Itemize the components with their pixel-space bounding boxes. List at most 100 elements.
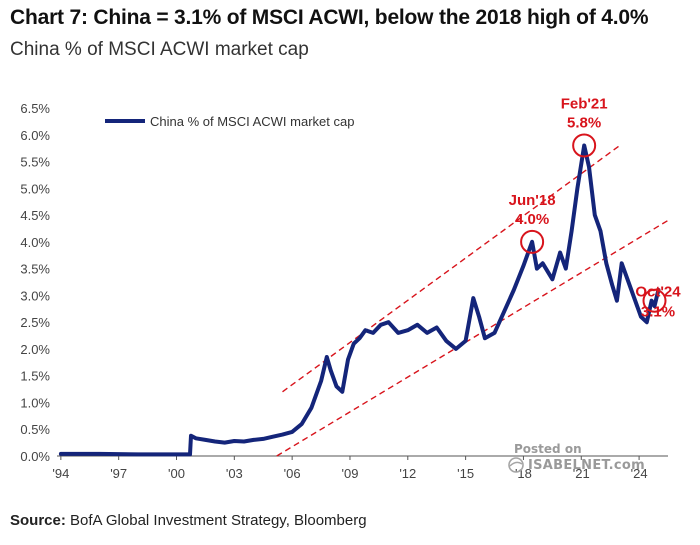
- data-point: [194, 436, 198, 440]
- data-point: [502, 309, 506, 314]
- data-point: [483, 336, 487, 340]
- chart-subtitle: China % of MSCI ACWI market cap: [10, 39, 309, 60]
- data-point: [570, 229, 574, 233]
- annotation-value: 5.8%: [567, 114, 601, 131]
- data-point: [329, 368, 333, 372]
- data-point: [615, 299, 619, 303]
- x-tick-label: '03: [226, 466, 243, 481]
- data-point: [203, 438, 208, 442]
- x-tick-label: '12: [399, 466, 416, 481]
- data-point: [575, 186, 580, 190]
- y-tick-label: 6.0%: [20, 128, 50, 143]
- data-point: [645, 320, 649, 324]
- data-point: [454, 347, 458, 351]
- data-point: [363, 328, 367, 332]
- data-point: [261, 437, 265, 441]
- data-point: [541, 261, 545, 265]
- data-point: [189, 434, 193, 438]
- data-point: [290, 430, 294, 434]
- data-point: [625, 277, 630, 281]
- data-point: [271, 435, 275, 439]
- y-tick-label: 2.0%: [20, 342, 50, 357]
- data-point: [620, 261, 624, 265]
- x-tick-label: '21: [573, 466, 590, 481]
- annotation-value: 3.1%: [641, 304, 675, 321]
- data-point: [340, 390, 344, 394]
- source-label: Source:: [10, 512, 66, 529]
- annotation-circle: [520, 229, 545, 254]
- y-tick-label: 5.5%: [20, 155, 50, 170]
- trend-channel-upper: [282, 144, 621, 393]
- data-point: [188, 452, 192, 456]
- data-point: [325, 355, 329, 359]
- y-tick-label: 1.0%: [20, 395, 50, 410]
- data-point: [334, 384, 339, 388]
- annotation-date: Feb'21: [561, 95, 608, 112]
- data-point: [535, 267, 539, 271]
- data-point: [564, 267, 568, 271]
- source-text: BofA Global Investment Strategy, Bloombe…: [65, 512, 367, 529]
- data-point: [435, 325, 439, 330]
- data-point: [232, 439, 236, 443]
- x-tick-label: '06: [284, 466, 301, 481]
- data-point: [593, 213, 597, 217]
- data-point: [223, 441, 227, 445]
- data-point: [242, 439, 246, 444]
- x-tick-label: '00: [168, 466, 185, 481]
- data-point: [652, 304, 657, 308]
- data-point: [97, 452, 102, 456]
- data-point: [444, 339, 448, 343]
- data-point: [280, 432, 285, 437]
- data-point: [396, 331, 400, 335]
- watermark-posted-on: Posted on: [514, 442, 582, 456]
- data-point: [471, 296, 475, 300]
- data-point: [550, 277, 554, 281]
- data-point: [650, 299, 654, 303]
- data-point: [346, 358, 350, 362]
- legend-label: China % of MSCI ACWI market cap: [150, 114, 354, 129]
- x-tick-label: '97: [110, 466, 127, 481]
- data-point: [213, 439, 217, 444]
- data-point: [425, 331, 429, 335]
- annotation-circle: [642, 288, 667, 313]
- data-point: [492, 331, 497, 335]
- data-point: [309, 406, 314, 410]
- data-point: [358, 336, 362, 340]
- watermark: Posted on ISABELNET.com: [508, 442, 658, 473]
- series-line: [58, 143, 661, 457]
- y-tick-label: 3.5%: [20, 262, 50, 277]
- annotation-date: Jun'18: [509, 192, 556, 209]
- trend-channel-lower: [276, 219, 669, 457]
- data-point: [415, 323, 420, 327]
- y-tick-label: 6.5%: [20, 101, 50, 116]
- y-tick-label: 5.0%: [20, 181, 50, 196]
- y-tick-label: 4.5%: [20, 208, 50, 223]
- data-point: [521, 264, 526, 268]
- y-tick-label: 3.0%: [20, 288, 50, 303]
- x-tick-label: '09: [341, 466, 358, 481]
- data-point: [371, 331, 375, 335]
- watermark-site: ISABELNET.com: [528, 457, 646, 473]
- y-tick-label: 1.5%: [20, 369, 50, 384]
- data-point: [379, 323, 383, 327]
- x-tick-label: '94: [52, 466, 69, 481]
- globe-icon: [508, 457, 524, 473]
- data-point: [558, 250, 562, 255]
- data-point: [464, 339, 468, 343]
- data-point: [604, 261, 608, 265]
- data-point: [300, 422, 304, 426]
- data-point: [587, 165, 591, 169]
- data-point: [512, 288, 516, 292]
- data-point: [386, 320, 391, 324]
- data-point: [639, 315, 643, 319]
- data-point: [136, 452, 140, 456]
- data-point: [633, 299, 637, 303]
- data-point: [530, 240, 534, 244]
- chart-title: Chart 7: China = 3.1% of MSCI ACWI, belo…: [10, 6, 649, 29]
- x-tick-label: '24: [631, 466, 648, 481]
- x-tick-label: '18: [515, 466, 532, 481]
- data-point: [251, 438, 256, 442]
- annotation-date: Oct'24: [635, 284, 681, 301]
- y-tick-label: 2.5%: [20, 315, 50, 330]
